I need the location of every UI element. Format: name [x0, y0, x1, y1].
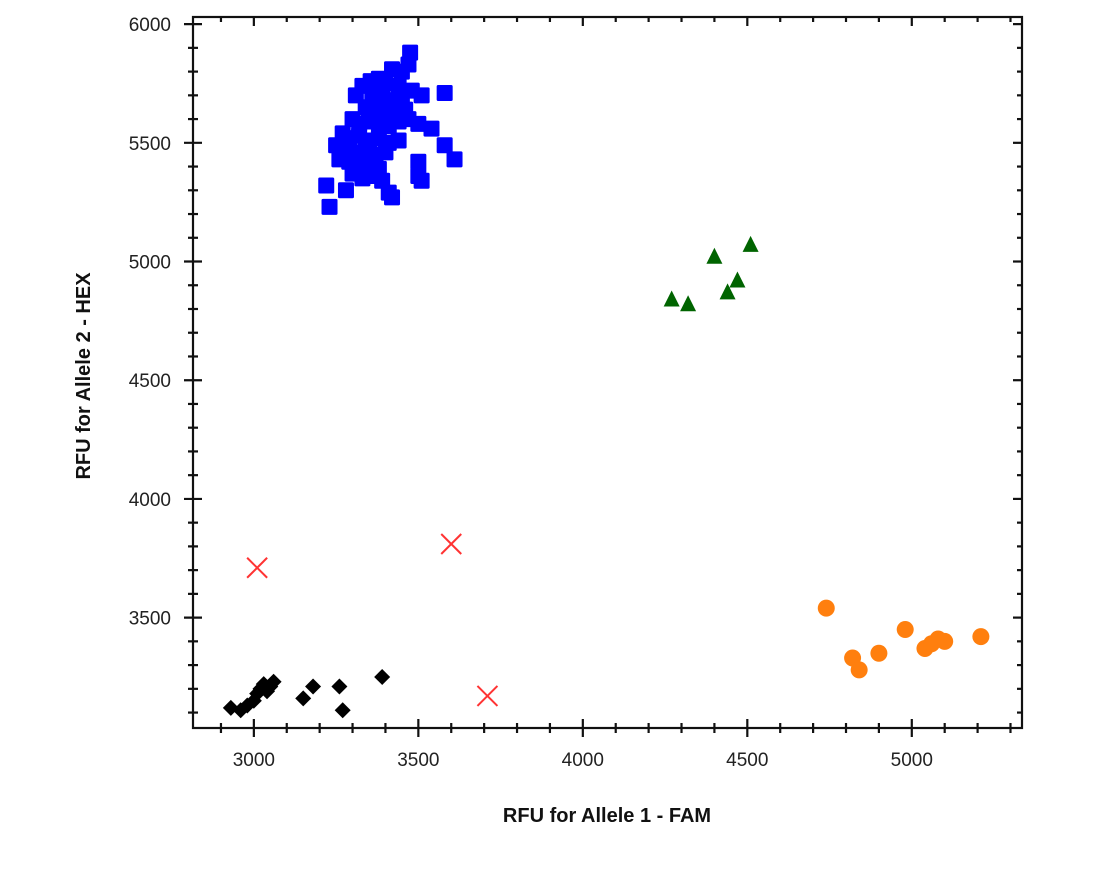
triangle-marker [663, 290, 680, 307]
square-marker [436, 84, 453, 101]
square-marker [410, 115, 427, 132]
x-axis-title: RFU for Allele 1 - FAM [503, 805, 711, 827]
diamond-marker [265, 673, 282, 690]
plot-border [191, 15, 1024, 730]
square-marker [413, 87, 430, 104]
diamond-marker [374, 668, 391, 685]
x-tick-label: 4500 [726, 750, 768, 771]
square-marker [390, 132, 407, 149]
y-tick-label: 4000 [129, 490, 171, 511]
square-marker [337, 182, 354, 199]
axis-ticks [184, 17, 1022, 737]
plot-frame [191, 15, 1024, 730]
data-points [222, 44, 990, 719]
y-tick-label: 5500 [129, 134, 171, 155]
diamond-marker [331, 678, 348, 695]
square-marker [384, 189, 401, 206]
triangle-marker [680, 295, 697, 312]
x-tick-label: 4000 [562, 750, 604, 771]
x-marker-stroke [246, 557, 268, 579]
square-marker [318, 177, 335, 194]
square-marker [377, 75, 394, 92]
square-marker [446, 151, 463, 168]
circle-marker [929, 630, 947, 648]
series-x [246, 533, 499, 707]
x-tick-label: 3000 [233, 750, 275, 771]
diamond-marker [334, 702, 351, 719]
circle-marker [870, 644, 888, 662]
circle-marker [896, 620, 914, 638]
triangle-marker [706, 247, 723, 264]
square-marker [321, 198, 338, 215]
y-tick-label: 5000 [129, 253, 171, 274]
series-circle [817, 599, 990, 679]
diamond-marker [305, 678, 322, 695]
series-triangle [663, 235, 759, 312]
circle-marker [972, 628, 990, 646]
y-tick-label: 3500 [129, 609, 171, 630]
square-marker [384, 61, 401, 78]
square-marker [436, 137, 453, 154]
x-marker-stroke [440, 533, 462, 555]
circle-marker [850, 661, 868, 679]
square-marker [410, 153, 427, 170]
triangle-marker [729, 271, 746, 288]
square-marker [413, 172, 430, 189]
y-tick-label: 4500 [129, 371, 171, 392]
triangle-marker [742, 235, 759, 252]
x-axis-tick-labels: 3000 3500 4000 4500 5000 [233, 750, 933, 771]
x-tick-label: 3500 [397, 750, 439, 771]
diamond-marker [295, 690, 312, 707]
series-square [318, 44, 463, 215]
circle-marker [817, 599, 835, 617]
x-marker-stroke [476, 685, 499, 707]
y-axis-title: RFU for Allele 2 - HEX [73, 272, 95, 480]
y-axis-tick-labels: 3500 4000 4500 5000 5500 6000 [129, 15, 171, 629]
x-tick-label: 5000 [891, 750, 933, 771]
y-tick-label: 6000 [129, 15, 171, 36]
square-marker [423, 120, 440, 137]
triangle-marker [719, 283, 736, 300]
series-diamond [222, 668, 391, 719]
square-marker [377, 144, 394, 161]
